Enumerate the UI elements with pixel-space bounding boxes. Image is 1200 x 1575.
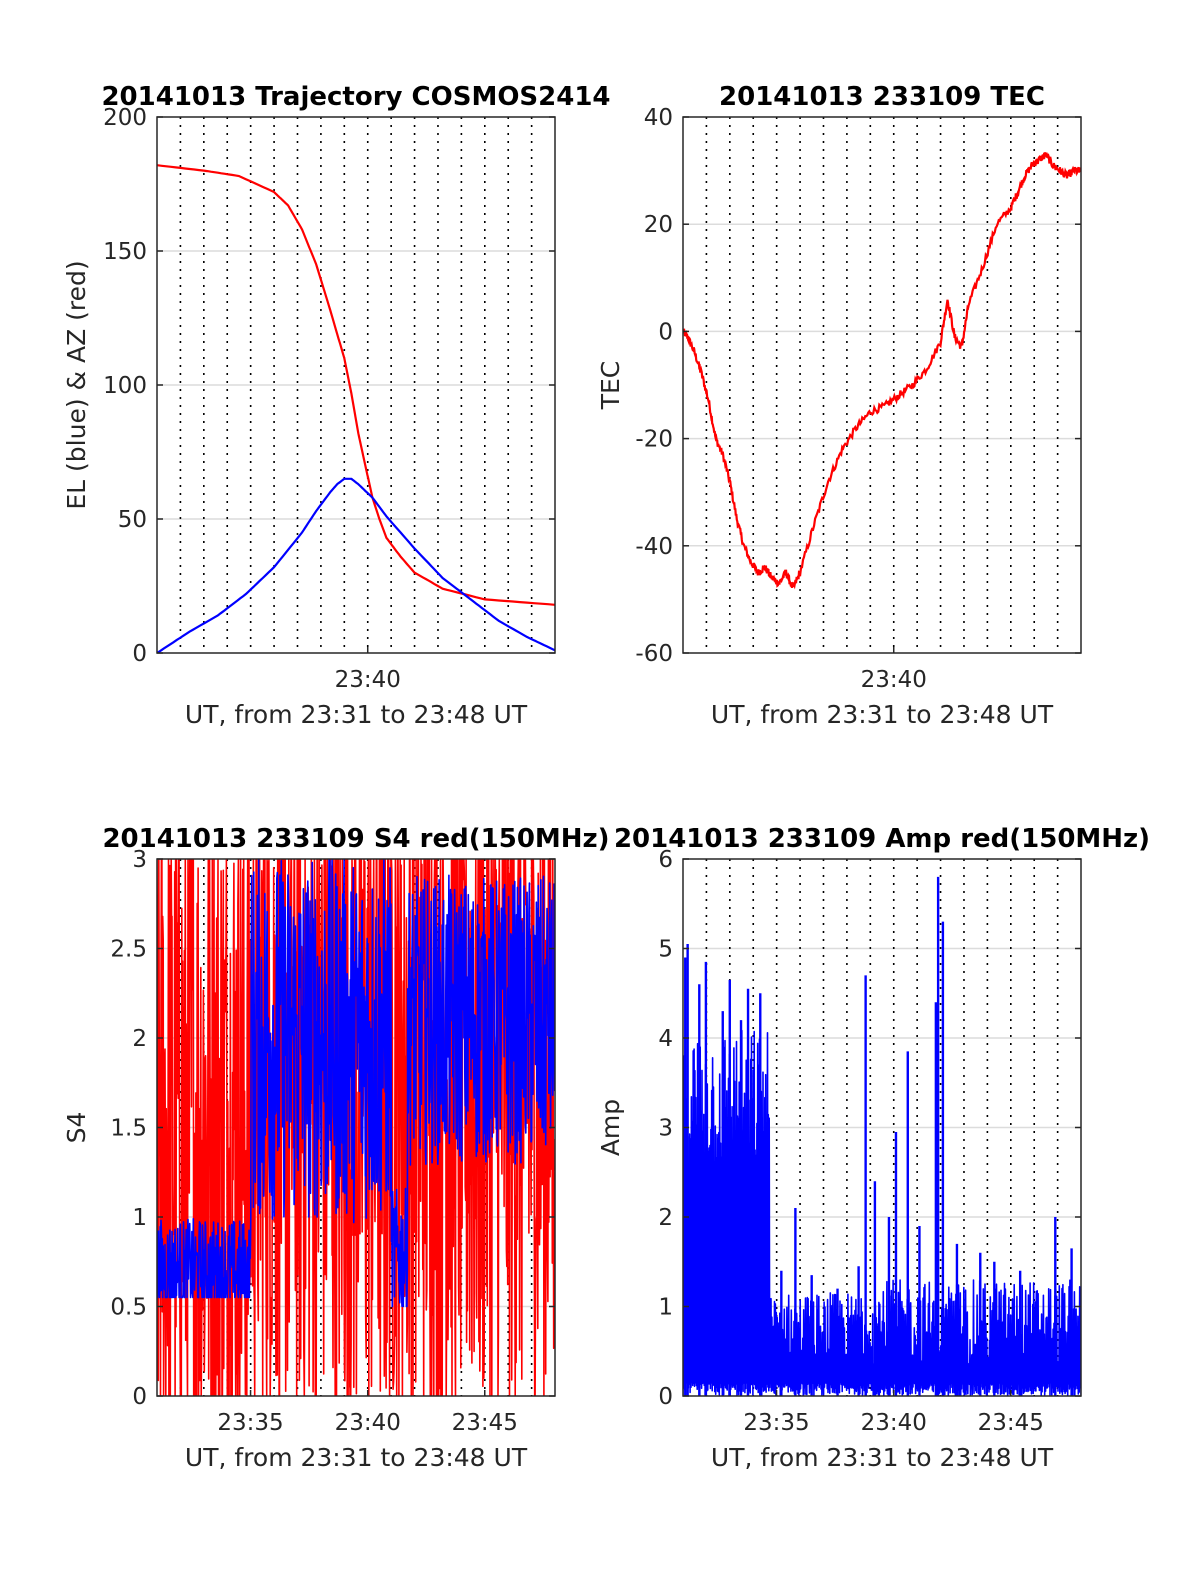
chart-trajectory: 0 50 100 150 200 23:40 UT, from 23:31 to 23:48… [62,82,611,729]
y-tick-label: 20 [644,212,673,238]
plot-area [157,859,555,1396]
y-axis-label: TEC [596,361,625,411]
series-line-red [683,152,1081,590]
y-axis-label: S4 [62,1112,91,1144]
x-axis-label: UT, from 23:31 to 23:48 UT [711,1443,1054,1472]
y-tick-label: 6 [658,847,673,873]
y-tick-label: 1 [658,1295,673,1321]
chart-title: 20141013 233109 TEC [719,82,1045,112]
plot-area [683,152,1081,590]
chart-title: 20141013 233109 Amp red(150MHz) [614,824,1150,854]
y-tick-label: 5 [658,937,673,963]
y-tick-label: 4 [658,1026,673,1052]
series-line-blue [683,1029,1081,1396]
y-tick-label: 0.5 [110,1295,147,1321]
x-tick-label: 23:40 [861,1410,927,1436]
series-line-red [157,164,555,606]
y-tick-label: -40 [635,534,673,560]
chart-s4: 0 0.5 1 1.5 2 2.5 3 23:35 23:40 23:45 UT, from 23:… [62,824,610,1472]
y-tick-label: 100 [103,373,147,399]
y-tick-label: -20 [635,427,673,453]
y-tick-label: 2 [658,1205,673,1231]
y-tick-label: -60 [635,641,673,667]
y-tick-label: 50 [118,507,147,533]
y-tick-label: 40 [644,105,673,131]
chart-title: 20141013 Trajectory COSMOS2414 [101,82,610,112]
y-tick-label: 0 [132,641,147,667]
y-tick-label: 0 [658,319,673,345]
y-axis-label: EL (blue) & AZ (red) [62,260,91,509]
x-axis-label: UT, from 23:31 to 23:48 UT [711,700,1054,729]
series-line-blue [157,477,555,653]
plot-area [157,164,555,653]
x-tick-label: 23:45 [452,1410,518,1436]
axes-frame [682,116,1082,654]
y-tick-label: 3 [132,847,147,873]
y-tick-label: 1 [132,1205,147,1231]
x-tick-label: 23:40 [861,667,927,693]
x-axis-label: UT, from 23:31 to 23:48 UT [185,1443,528,1472]
series-line-blue [157,859,555,1308]
chart-title: 20141013 233109 S4 red(150MHz) [102,824,609,854]
y-tick-label: 150 [103,239,147,265]
y-tick-label: 2 [132,1026,147,1052]
y-tick-label: 0 [132,1384,147,1410]
x-axis-label: UT, from 23:31 to 23:48 UT [185,700,528,729]
x-tick-label: 23:40 [335,1410,401,1436]
y-tick-label: 200 [103,105,147,131]
chart-tec: -60 -40 -20 0 20 40 23:40 UT, from 23:31 to 23:… [596,82,1082,729]
x-tick-label: 23:40 [335,667,401,693]
plot-area [683,876,1081,1396]
x-tick-label: 23:45 [978,1410,1044,1436]
chart-amp: 0 1 2 3 4 5 6 23:35 23:40 23:45 UT, from 23:31 to … [596,824,1150,1472]
x-tick-label: 23:35 [217,1410,283,1436]
y-tick-label: 3 [658,1116,673,1142]
y-tick-label: 2.5 [110,937,147,963]
y-axis-label: Amp [596,1099,625,1156]
y-tick-label: 0 [658,1384,673,1410]
x-tick-label: 23:35 [743,1410,809,1436]
y-tick-label: 1.5 [110,1116,147,1142]
